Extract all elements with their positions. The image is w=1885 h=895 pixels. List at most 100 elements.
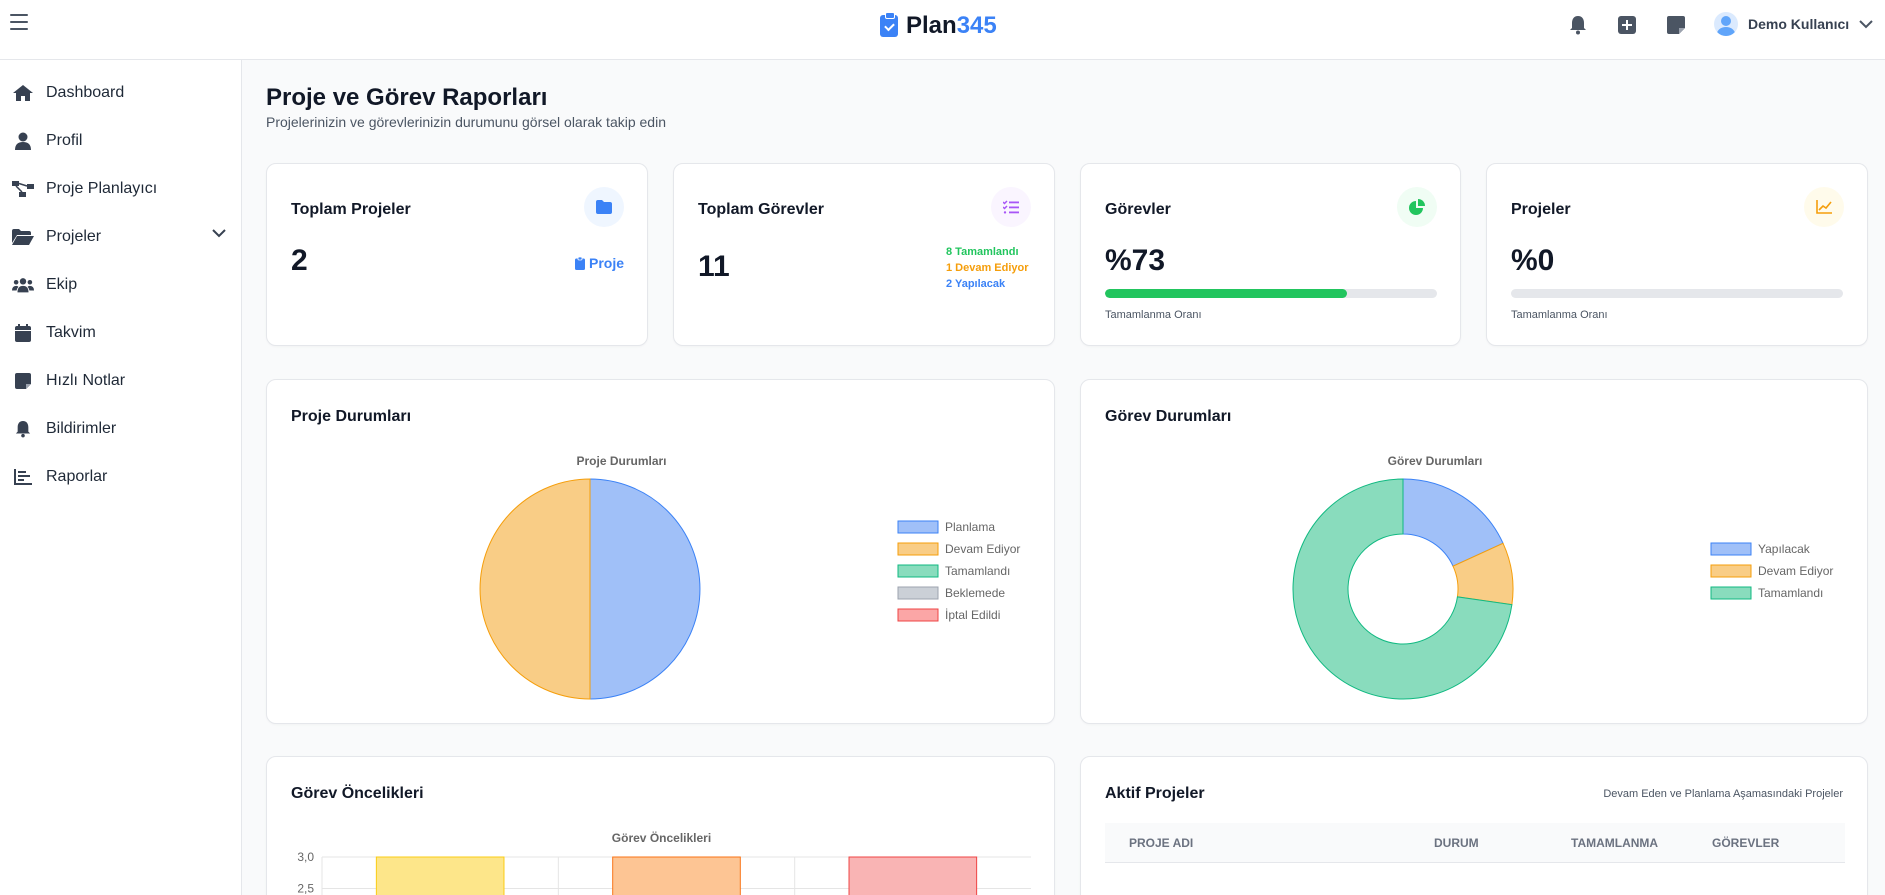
project-status-pie-chart: Planlama Devam Ediyor Tamamlandı Beklemede İ… (479, 478, 1020, 700)
users-icon (12, 274, 34, 296)
legend-label[interactable]: Yapılacak (1758, 542, 1811, 556)
sidebar-item-raporlar[interactable]: Raporlar (12, 461, 232, 493)
legend-label[interactable]: Tamamlandı (945, 564, 1010, 578)
column-header-completion[interactable]: TAMAMLANMA (1571, 836, 1659, 850)
completion-caption: Tamamlanma Oranı (1511, 309, 1608, 321)
bell-icon (12, 418, 34, 440)
sidebar-item-ekip[interactable]: Ekip (12, 269, 232, 301)
legend-label[interactable]: Tamamlandı (1758, 586, 1823, 600)
plus-square-icon[interactable] (1617, 15, 1637, 35)
line-chart-icon (1804, 187, 1844, 227)
home-icon (12, 82, 34, 104)
y-tick-label: 3,0 (297, 850, 314, 864)
sidebar-item-takvim[interactable]: Takvim (12, 317, 232, 349)
legend-swatch (1710, 542, 1752, 556)
column-header-status[interactable]: DURUM (1434, 836, 1479, 850)
stat-card-project-completion: Projeler %0 Tamamlanma Oranı (1486, 163, 1868, 346)
top-header: Plan345 Demo Kullanıcı (0, 0, 1885, 60)
stat-card-task-completion: Görevler %73 Tamamlanma Oranı (1080, 163, 1461, 346)
clipboard-icon (575, 256, 585, 270)
task-priority-bar-chart: 3,0 2,5 (297, 850, 1031, 895)
pie-slice-tamamlandı[interactable] (1292, 478, 1513, 700)
user-icon (12, 130, 34, 152)
legend-label[interactable]: Devam Ediyor (945, 542, 1020, 556)
folder-open-icon (12, 226, 34, 248)
calendar-icon (12, 322, 34, 344)
column-header-project-name[interactable]: PROJE ADI (1129, 836, 1194, 850)
sidebar-item-label: Ekip (46, 276, 78, 293)
legend-swatch (1710, 564, 1752, 578)
sticky-note-icon (12, 370, 34, 392)
legend-label[interactable]: İptal Edildi (945, 608, 1000, 622)
pie-slice-devam-ediyor[interactable] (479, 478, 591, 700)
pie-chart-icon (1397, 187, 1437, 227)
legend-swatch (897, 608, 939, 622)
chevron-down-icon[interactable] (1859, 19, 1873, 29)
sidebar-item-label: Bildirimler (46, 420, 117, 437)
chart-title: Proje Durumları (576, 454, 667, 468)
stat-card-total-projects: Toplam Projeler 2 Proje (266, 163, 648, 346)
panel-title: Proje Durumları (291, 408, 412, 425)
pie-slice-planlama[interactable] (589, 478, 701, 700)
user-name: Demo Kullanıcı (1748, 16, 1850, 32)
task-priority-panel: Görev Öncelikleri Görev Öncelikleri 3,0 2… (266, 756, 1055, 895)
stat-title: Projeler (1511, 201, 1571, 218)
column-header-tasks[interactable]: GÖREVLER (1712, 836, 1780, 850)
priority-bar[interactable] (612, 856, 741, 895)
sidebar-item-label: Takvim (46, 324, 96, 341)
panel-note: Devam Eden ve Planlama Aşamasındaki Proj… (1603, 788, 1843, 800)
priority-bar[interactable] (848, 856, 978, 895)
task-status-panel: Görev Durumları Görev Durumları Yapılaca… (1080, 379, 1868, 724)
chevron-down-icon[interactable] (212, 229, 226, 238)
sidebar-item-profil[interactable]: Profil (12, 125, 232, 157)
tasks-todo-count: 2 Yapılacak (946, 278, 1006, 290)
projects-link[interactable]: Proje (575, 255, 624, 271)
page-title: Proje ve Görev Raporları (266, 84, 548, 111)
stat-value: %73 (1105, 244, 1166, 277)
table-header: PROJE ADI DURUM TAMAMLANMA GÖREVLER (1105, 823, 1845, 863)
chart-title: Görev Öncelikleri (611, 831, 712, 845)
stat-card-total-tasks: Toplam Görevler 11 8 Tamamlandı 1 Devam … (673, 163, 1055, 346)
y-tick-label: 2,5 (297, 882, 314, 895)
active-projects-panel: Aktif Projeler Devam Eden ve Planlama Aş… (1080, 756, 1868, 895)
sidebar-item-proje-planlayici[interactable]: Proje Planlayıcı (12, 173, 232, 205)
brand-logo[interactable]: Plan345 (880, 12, 997, 40)
legend-swatch (897, 542, 939, 556)
stat-title: Toplam Projeler (291, 201, 411, 218)
legend-label[interactable]: Beklemede (945, 586, 1005, 600)
folder-icon (584, 187, 624, 227)
stat-title: Görevler (1105, 201, 1171, 218)
sidebar-item-dashboard[interactable]: Dashboard (12, 77, 232, 109)
panel-title: Aktif Projeler (1105, 785, 1205, 802)
legend-label[interactable]: Planlama (945, 520, 995, 534)
menu-icon[interactable] (10, 14, 28, 30)
sidebar-item-label: Profil (46, 132, 83, 149)
legend-label[interactable]: Devam Ediyor (1758, 564, 1833, 578)
panel-title: Görev Öncelikleri (291, 785, 424, 802)
task-completion-bar (1105, 289, 1437, 298)
legend-swatch (897, 564, 939, 578)
legend-swatch (897, 586, 939, 600)
bell-icon[interactable] (1568, 15, 1588, 35)
sidebar-item-label: Proje Planlayıcı (46, 180, 158, 197)
sidebar-item-label: Projeler (46, 228, 102, 245)
sidebar-item-projeler[interactable]: Projeler (12, 221, 232, 253)
sidebar-item-label: Dashboard (46, 84, 125, 101)
task-list-icon (991, 187, 1031, 227)
project-diagram-icon (12, 178, 34, 200)
chart-title: Görev Durumları (1387, 454, 1483, 468)
completion-caption: Tamamlanma Oranı (1105, 309, 1202, 321)
tasks-in-progress-count: 1 Devam Ediyor (946, 262, 1029, 274)
sidebar: Dashboard Profil Proje Planlayıcı Projel… (0, 60, 242, 895)
sidebar-item-bildirimler[interactable]: Bildirimler (12, 413, 232, 445)
tasks-done-count: 8 Tamamlandı (946, 246, 1019, 258)
sidebar-item-hizli-notlar[interactable]: Hızlı Notlar (12, 365, 232, 397)
stat-value: %0 (1511, 244, 1555, 277)
sticky-note-icon[interactable] (1666, 15, 1686, 35)
brand-name: Plan345 (906, 12, 997, 39)
priority-bar[interactable] (375, 856, 505, 895)
legend-swatch (897, 520, 939, 534)
page-subtitle: Projelerinizin ve görevlerinizin durumun… (266, 114, 666, 130)
user-menu[interactable]: Demo Kullanıcı (1714, 12, 1873, 36)
sidebar-item-label: Raporlar (46, 468, 108, 485)
